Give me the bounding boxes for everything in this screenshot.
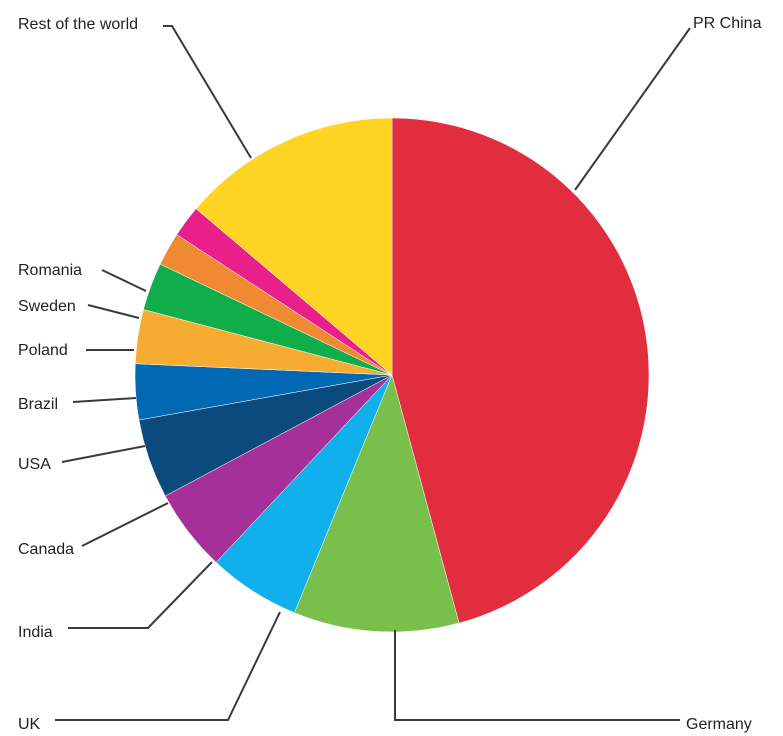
leader-line-usa <box>61 445 146 463</box>
pie-slices <box>134 117 650 633</box>
leader-line-romania <box>101 269 147 292</box>
leader-line-germany <box>394 630 680 721</box>
leader-line-india <box>68 561 213 629</box>
slice-rest-of-the-world <box>195 117 393 376</box>
leader-line-pr-china <box>574 27 691 191</box>
slice-labels: PR China Germany UK India Canada USA Brazil Pol… <box>18 15 762 733</box>
slice-germany <box>294 374 460 633</box>
leader-line-sweden <box>87 304 140 319</box>
label-canada: Canada <box>18 541 74 558</box>
label-india: India <box>18 624 53 641</box>
leader-line-rest-of-the-world <box>163 25 252 159</box>
label-uk: UK <box>18 716 41 733</box>
label-poland: Poland <box>18 342 68 359</box>
leader-line-canada <box>81 502 169 547</box>
slice-pr-china <box>391 117 650 624</box>
leader-line-uk <box>55 611 281 721</box>
label-pr-china: PR China <box>693 15 762 32</box>
label-brazil: Brazil <box>18 396 58 413</box>
leader-lines <box>55 25 691 721</box>
label-rest-of-the-world: Rest of the world <box>18 16 138 33</box>
label-romania: Romania <box>18 262 82 279</box>
label-sweden: Sweden <box>18 298 76 315</box>
leader-line-brazil <box>72 397 137 403</box>
label-germany: Germany <box>686 716 752 733</box>
label-usa: USA <box>18 456 51 473</box>
